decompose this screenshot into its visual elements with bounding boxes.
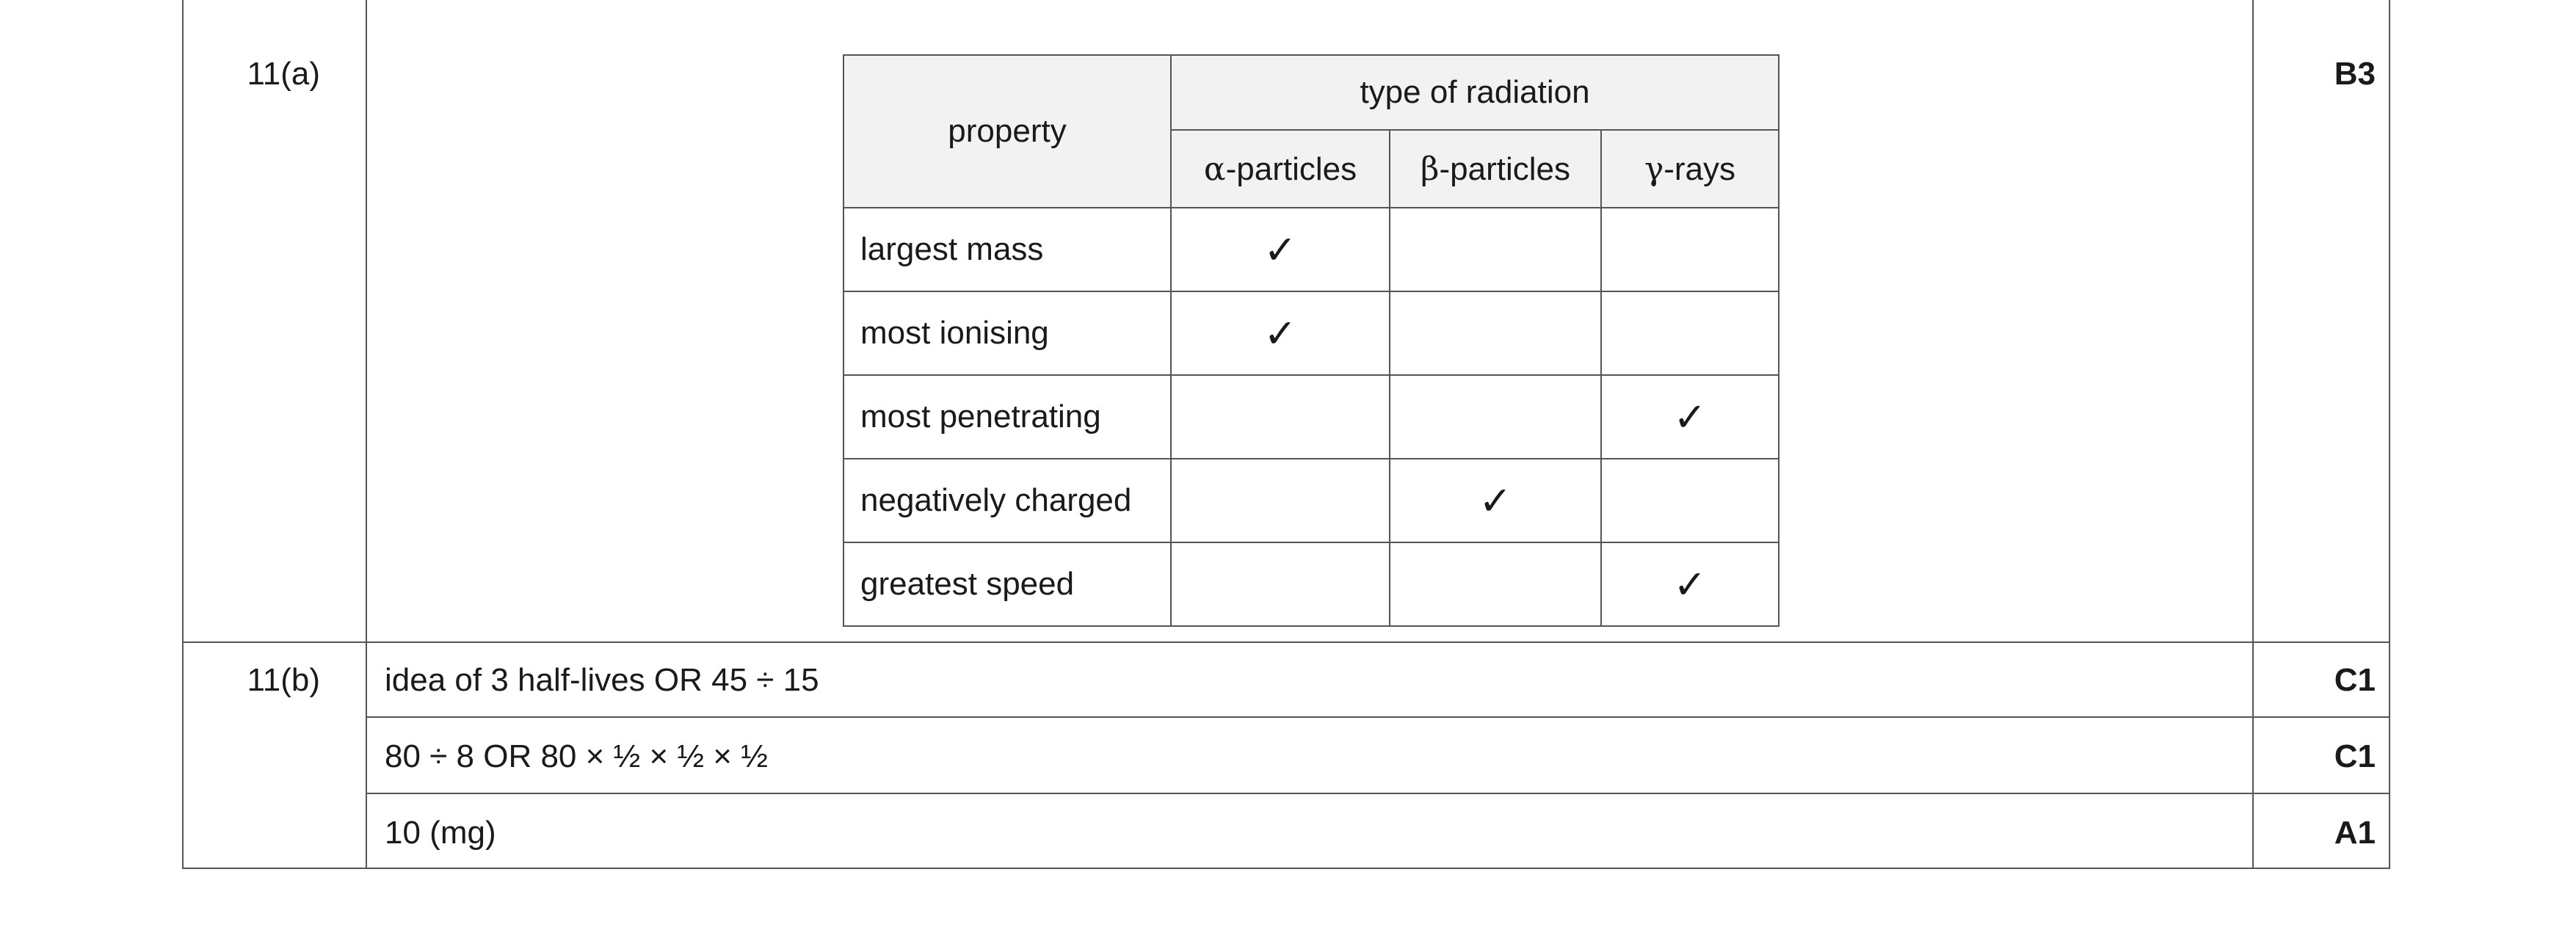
answer-line-2: 80 ÷ 8 OR 80 × ½ × ½ × ½ [385, 738, 768, 774]
empty-cell [1600, 291, 1779, 376]
empty-cell [1170, 374, 1390, 459]
row-divider-a-b [184, 641, 2389, 643]
mark-column-divider [2252, 0, 2254, 868]
tick-mark-icon: ✓ [1170, 207, 1390, 292]
property-row: most ionising ✓ [843, 291, 1779, 376]
property-cell: greatest speed [843, 542, 1172, 627]
alpha-particles-header: α-particles [1170, 129, 1390, 208]
empty-cell [1600, 458, 1779, 543]
property-cell: negatively charged [843, 458, 1172, 543]
empty-cell [1600, 207, 1779, 292]
tick-mark-icon: ✓ [1170, 291, 1390, 376]
alpha-symbol: α [1203, 150, 1226, 188]
beta-symbol: β [1421, 150, 1440, 188]
property-row: most penetrating ✓ [843, 374, 1779, 459]
property-cell: most penetrating [843, 374, 1172, 459]
property-row: largest mass ✓ [843, 207, 1779, 292]
question-number-11a: 11(a) [247, 56, 320, 92]
gamma-label: -rays [1663, 150, 1736, 187]
property-cell: largest mass [843, 207, 1172, 292]
tick-mark-icon: ✓ [1600, 374, 1779, 459]
property-row: negatively charged ✓ [843, 458, 1779, 543]
property-rows: largest mass ✓ most ionising ✓ most penetrat… [843, 207, 1779, 627]
question-number-11b: 11(b) [247, 662, 320, 698]
question-column-divider [366, 0, 367, 868]
row-divider-b2-b3 [366, 793, 2389, 794]
mark-11a: B3 [2334, 56, 2376, 92]
mark-scheme-table: 11(a) B3 11(b) idea of 3 half-lives OR 4… [182, 0, 2390, 869]
radiation-properties-table: property type of radiation α-particles β… [843, 54, 1779, 627]
row-divider-b1-b2 [366, 716, 2389, 718]
property-header: property [843, 54, 1172, 208]
mark-line-3: A1 [2334, 815, 2376, 851]
property-cell: most ionising [843, 291, 1172, 376]
empty-cell [1389, 207, 1602, 292]
tick-mark-icon: ✓ [1389, 458, 1602, 543]
property-row: greatest speed ✓ [843, 542, 1779, 627]
answer-line-1: idea of 3 half-lives OR 45 ÷ 15 [385, 662, 819, 698]
empty-cell [1389, 374, 1602, 459]
beta-label: -particles [1439, 150, 1570, 187]
answer-line-3: 10 (mg) [385, 815, 496, 851]
tick-mark-icon: ✓ [1600, 542, 1779, 627]
type-of-radiation-header: type of radiation [1170, 54, 1779, 131]
gamma-symbol: γ [1644, 150, 1664, 188]
beta-particles-header: β-particles [1389, 129, 1602, 208]
empty-cell [1389, 542, 1602, 627]
mark-line-2: C1 [2334, 738, 2376, 774]
alpha-label: -particles [1225, 150, 1357, 187]
gamma-rays-header: γ-rays [1600, 129, 1779, 208]
empty-cell [1170, 458, 1390, 543]
mark-line-1: C1 [2334, 662, 2376, 698]
empty-cell [1170, 542, 1390, 627]
empty-cell [1389, 291, 1602, 376]
